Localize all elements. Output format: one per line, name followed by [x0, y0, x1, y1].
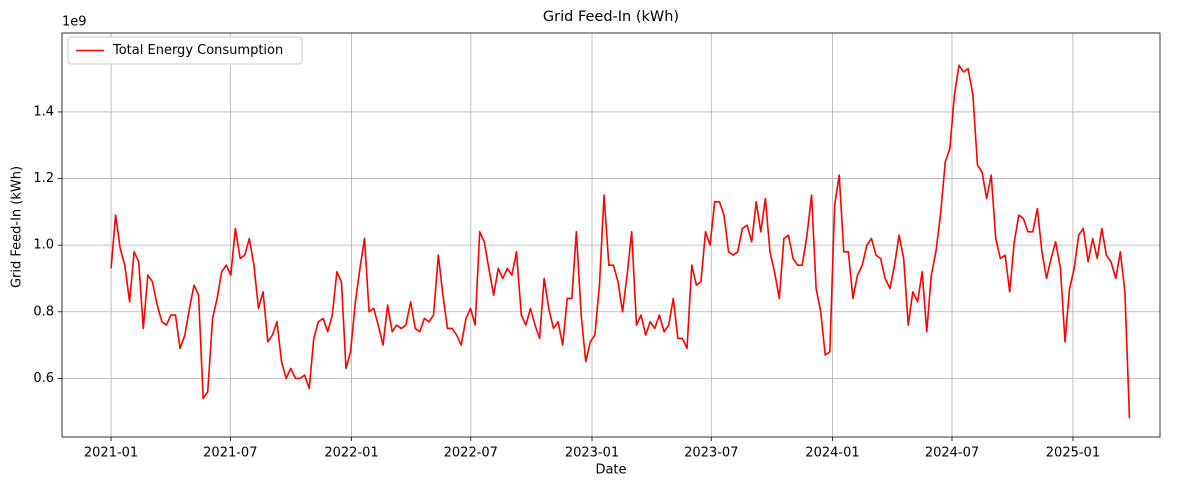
y-tick-label: 1.4 [33, 104, 54, 119]
y-offset-label: 1e9 [62, 15, 87, 30]
y-tick-label: 0.6 [33, 371, 54, 386]
series-line [110, 64, 1131, 419]
y-tick-label: 0.8 [33, 304, 54, 319]
x-tick-label: 2021-07 [203, 446, 257, 461]
x-tick-label: 2023-07 [684, 446, 738, 461]
y-axis-label: Grid Feed-In (kWh) [10, 166, 25, 288]
legend: Total Energy Consumption [67, 36, 303, 65]
legend-box [67, 36, 303, 65]
y-tick-label: 1.2 [33, 171, 54, 186]
chart-title: Grid Feed-In (kWh) [543, 9, 679, 25]
x-axis-label: Date [595, 463, 626, 478]
x-tick-label: 2025-01 [1046, 446, 1100, 461]
x-tick-label: 2021-01 [84, 446, 138, 461]
x-tick-label: 2024-01 [805, 446, 859, 461]
y-tick-label: 1.0 [33, 238, 54, 253]
legend-label: Total Energy Consumption [112, 43, 283, 58]
x-tick-label: 2023-01 [565, 446, 619, 461]
x-tick-label: 2022-01 [324, 446, 378, 461]
x-tick-label: 2024-07 [925, 446, 979, 461]
x-tick-label: 2022-07 [444, 446, 498, 461]
plot-frame [61, 32, 1161, 438]
